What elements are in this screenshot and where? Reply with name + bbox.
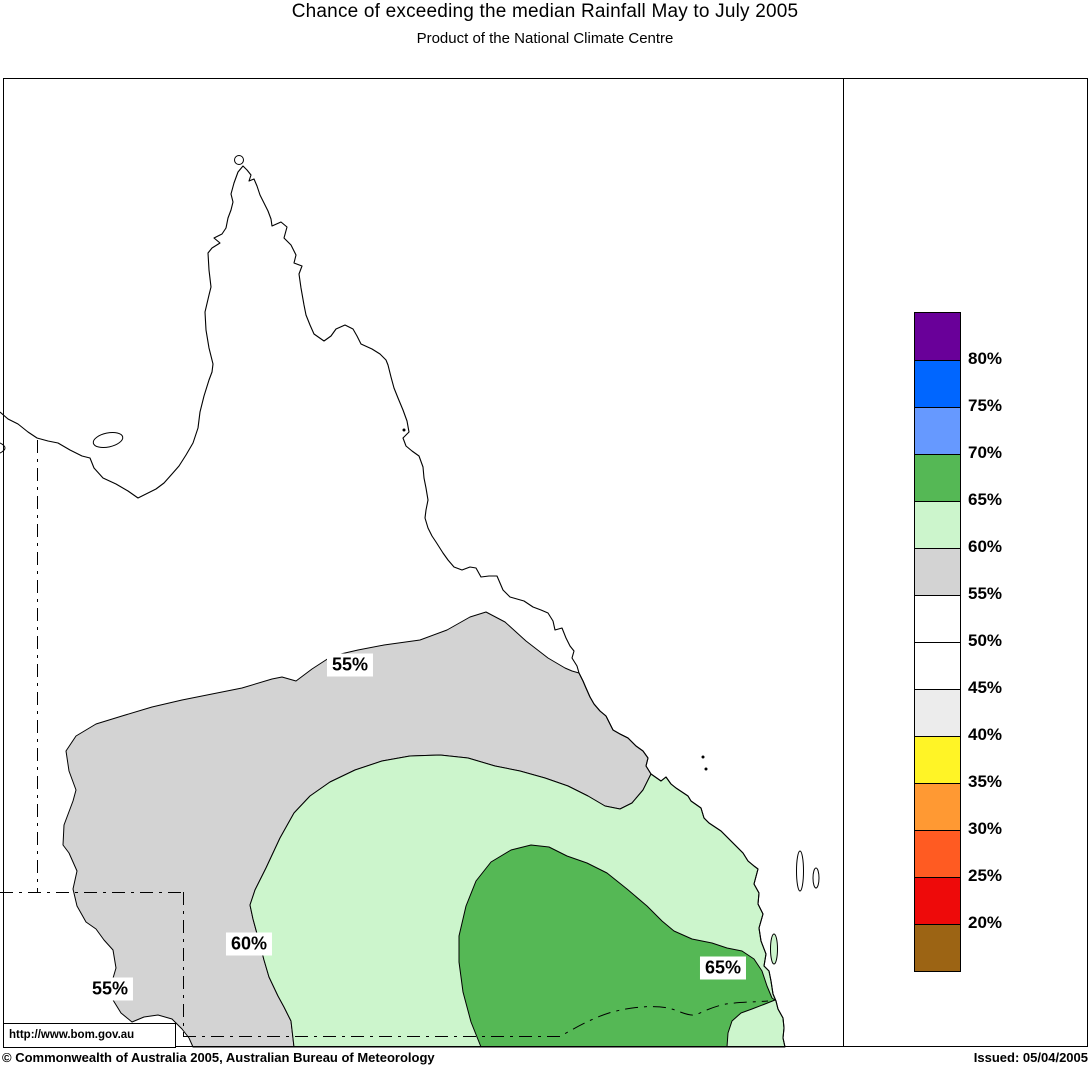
legend-label-40: 40% — [968, 725, 1003, 744]
island-offshore-small — [812, 867, 820, 889]
contour-label-60: 60% — [225, 932, 273, 956]
legend-label-65: 65% — [968, 490, 1003, 509]
legend-swatch-80 — [915, 313, 960, 360]
page-subtitle: Product of the National Climate Centre — [416, 30, 674, 47]
region-65-70-percent — [458, 844, 776, 1048]
legend-label-75: 75% — [968, 396, 1003, 415]
legend-swatch-55 — [915, 548, 960, 595]
copyright-text: © Commonwealth of Australia 2005, Austra… — [2, 1050, 435, 1065]
legend-swatch-25 — [915, 830, 960, 877]
legend-label-80: 80% — [968, 349, 1003, 368]
legend-label-70: 70% — [968, 443, 1003, 462]
coastline-queensland — [0, 165, 786, 1048]
bom-url-label: http://www.bom.gov.au — [3, 1023, 176, 1048]
contour-label-55: 55% — [326, 653, 374, 677]
legend-labels: 80% 75% 70% 65% 60% 55% 50% 45% 40% 35% 30% 25% 20% — [968, 312, 1048, 972]
legend-label-60: 60% — [968, 537, 1003, 556]
island-fraser-north — [796, 850, 804, 892]
legend-swatch-20 — [915, 877, 960, 924]
contour-label-65: 65% — [699, 956, 747, 980]
legend-label-30: 30% — [968, 819, 1003, 838]
legend-label-20: 20% — [968, 913, 1003, 932]
legend-label-50: 50% — [968, 631, 1003, 650]
issued-date-text: Issued: 05/04/2005 — [973, 1050, 1088, 1065]
legend-label-35: 35% — [968, 772, 1003, 791]
legend-swatch-35 — [915, 736, 960, 783]
legend-label-45: 45% — [968, 678, 1003, 697]
legend-swatch-75 — [915, 360, 960, 407]
legend-swatch-30 — [915, 783, 960, 830]
island-gulf-left-edge — [0, 442, 6, 454]
island-mornington — [92, 431, 124, 449]
legend-swatch-40 — [915, 689, 960, 736]
island-fraser-south — [770, 933, 778, 965]
legend-swatch-50 — [915, 595, 960, 642]
page-title: Chance of exceeding the median Rainfall … — [291, 1, 799, 22]
legend-swatch-65 — [915, 454, 960, 501]
legend-label-25: 25% — [968, 866, 1003, 885]
state-border-qld-nsw — [183, 1000, 769, 1037]
island-dot-2 — [701, 755, 705, 759]
map-frame — [3, 78, 1088, 1047]
legend-swatch-70 — [915, 407, 960, 454]
legend-swatches — [914, 312, 961, 972]
island-dot-1 — [402, 428, 406, 432]
contour-label-55: 55% — [86, 977, 134, 1001]
legend-swatch-60 — [915, 501, 960, 548]
island-tip-cape-york — [234, 155, 244, 165]
legend-label-55: 55% — [968, 584, 1003, 603]
legend-swatch-45 — [915, 642, 960, 689]
legend-swatch-min — [915, 924, 960, 971]
island-dot-3 — [704, 767, 708, 771]
